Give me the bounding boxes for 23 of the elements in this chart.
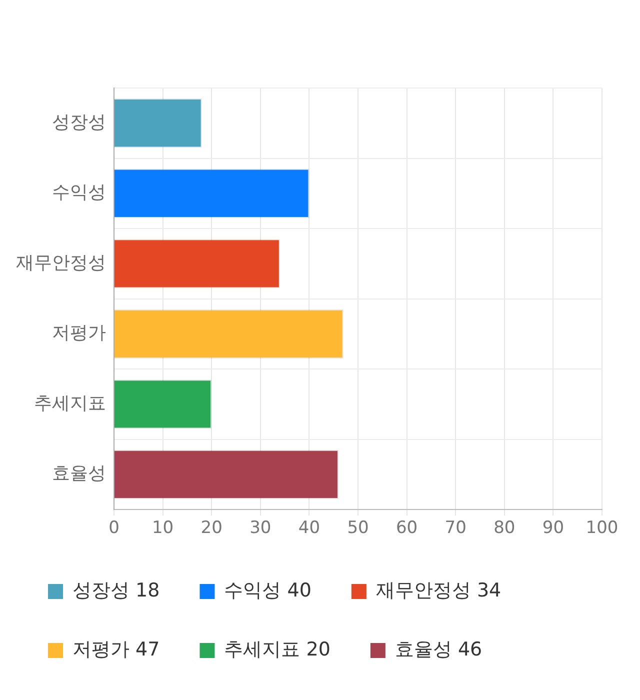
x-tick-label: 100 xyxy=(586,518,618,538)
x-tick-label: 90 xyxy=(542,518,564,538)
x-tick-label: 50 xyxy=(347,518,369,538)
x-tick-label: 30 xyxy=(250,518,272,538)
y-tick-label: 성장성 xyxy=(52,112,106,133)
legend-label: 저평가 47 xyxy=(72,638,160,660)
x-tick-label: 60 xyxy=(396,518,418,538)
x-tick-label: 40 xyxy=(298,518,320,538)
legend-label: 추세지표 20 xyxy=(224,638,330,660)
x-tick-label: 80 xyxy=(494,518,516,538)
y-tick-label: 수익성 xyxy=(52,182,106,204)
legend-label: 성장성 18 xyxy=(72,579,160,602)
x-tick-label: 0 xyxy=(108,518,120,538)
x-tick-label: 20 xyxy=(200,518,222,538)
legend-label: 재무안정성 34 xyxy=(376,579,502,602)
y-tick-label: 추세지표 xyxy=(34,392,106,414)
legend-label: 수익성 40 xyxy=(224,579,312,602)
y-tick-label: 효율성 xyxy=(52,463,106,484)
legend-label: 효율성 46 xyxy=(394,638,482,660)
y-tick-label: 재무안정성 xyxy=(16,252,106,274)
x-tick-label: 70 xyxy=(444,518,466,538)
y-tick-label: 저평가 xyxy=(52,322,106,344)
x-tick-label: 10 xyxy=(152,518,174,538)
